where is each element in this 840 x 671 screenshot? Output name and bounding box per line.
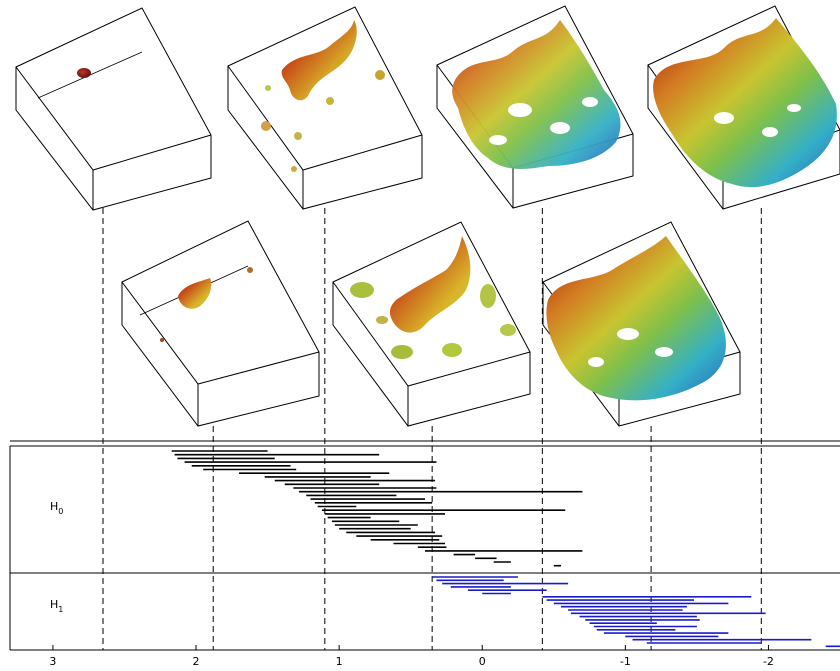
- cube-1: [15, 7, 212, 211]
- cube-row-top: [15, 5, 840, 211]
- h1-bars: [432, 576, 840, 648]
- h0-bars: [171, 450, 583, 567]
- x-tick-label: -2: [763, 655, 774, 668]
- cube-2: [227, 6, 423, 210]
- cube-3: [436, 5, 634, 209]
- surface-shape: [178, 278, 212, 309]
- barcode-panel: H0 H1 3 2 1 0 -1 -2: [9, 208, 840, 668]
- threshold-lines: [102, 208, 762, 650]
- x-ticks: 3 2 1 0 -1 -2: [49, 645, 774, 668]
- h0-label: H0: [50, 500, 63, 516]
- x-tick-label: 1: [336, 655, 343, 668]
- blob-shape: [77, 68, 91, 78]
- x-tick-label: 0: [479, 655, 486, 668]
- cube-row-middle: [121, 220, 741, 427]
- surface-shape: [389, 236, 471, 333]
- cube-5: [121, 220, 320, 427]
- x-tick-label: 2: [193, 655, 200, 668]
- surface-shape: [452, 20, 621, 169]
- surface-shape: [653, 18, 837, 188]
- x-tick-label: 3: [49, 655, 56, 668]
- cube-4: [647, 5, 840, 210]
- surface-shape: [281, 20, 357, 101]
- cube-6: [332, 221, 531, 427]
- h1-label: H1: [50, 598, 63, 614]
- cube-7: [542, 221, 741, 427]
- surface-shape: [546, 236, 726, 401]
- x-tick-label: -1: [620, 655, 631, 668]
